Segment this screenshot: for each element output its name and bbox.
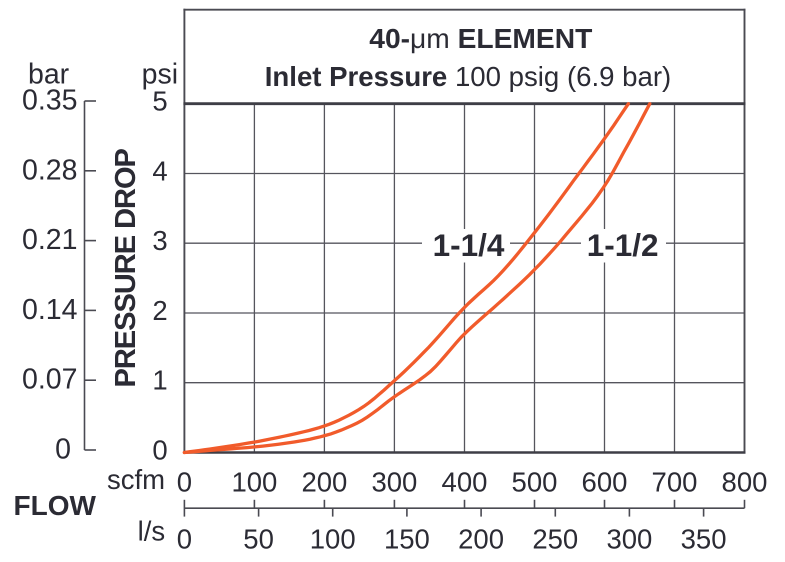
svg-text:l/s: l/s [138, 516, 166, 547]
svg-text:400: 400 [442, 467, 488, 498]
svg-text:800: 800 [722, 467, 768, 498]
svg-text:Inlet Pressure 100 psig (6.9 b: Inlet Pressure 100 psig (6.9 bar) [265, 61, 671, 92]
svg-text:0: 0 [177, 467, 192, 498]
svg-text:1: 1 [152, 365, 167, 396]
svg-text:0.28: 0.28 [22, 154, 77, 186]
svg-text:3: 3 [152, 225, 167, 256]
svg-text:2: 2 [152, 295, 167, 326]
svg-text:0: 0 [177, 524, 192, 555]
svg-text:4: 4 [152, 155, 167, 186]
svg-text:200: 200 [458, 524, 504, 555]
svg-text:40-μm ELEMENT: 40-μm ELEMENT [369, 22, 592, 54]
svg-text:bar: bar [28, 58, 70, 90]
svg-text:1-1/2: 1-1/2 [587, 227, 659, 263]
svg-text:250: 250 [532, 524, 578, 555]
svg-text:300: 300 [371, 467, 417, 498]
svg-text:200: 200 [301, 467, 347, 498]
svg-text:0.35: 0.35 [22, 85, 77, 117]
svg-text:5: 5 [152, 86, 167, 117]
svg-text:150: 150 [384, 524, 430, 555]
svg-text:100: 100 [310, 524, 356, 555]
svg-text:0.07: 0.07 [22, 364, 77, 396]
svg-text:350: 350 [681, 524, 727, 555]
svg-text:300: 300 [606, 524, 652, 555]
svg-text:0: 0 [55, 434, 71, 466]
svg-text:0: 0 [152, 434, 167, 465]
svg-text:500: 500 [512, 467, 558, 498]
svg-text:50: 50 [243, 524, 274, 555]
svg-text:PRESSURE DROP: PRESSURE DROP [110, 148, 142, 387]
svg-text:600: 600 [582, 467, 628, 498]
svg-text:scfm: scfm [107, 464, 165, 495]
svg-text:psi: psi [142, 58, 178, 90]
svg-text:700: 700 [652, 467, 698, 498]
svg-text:0.21: 0.21 [22, 224, 77, 256]
svg-text:1-1/4: 1-1/4 [433, 227, 505, 263]
svg-text:100: 100 [231, 467, 277, 498]
svg-text:0.14: 0.14 [22, 294, 78, 326]
svg-text:FLOW: FLOW [14, 490, 97, 521]
